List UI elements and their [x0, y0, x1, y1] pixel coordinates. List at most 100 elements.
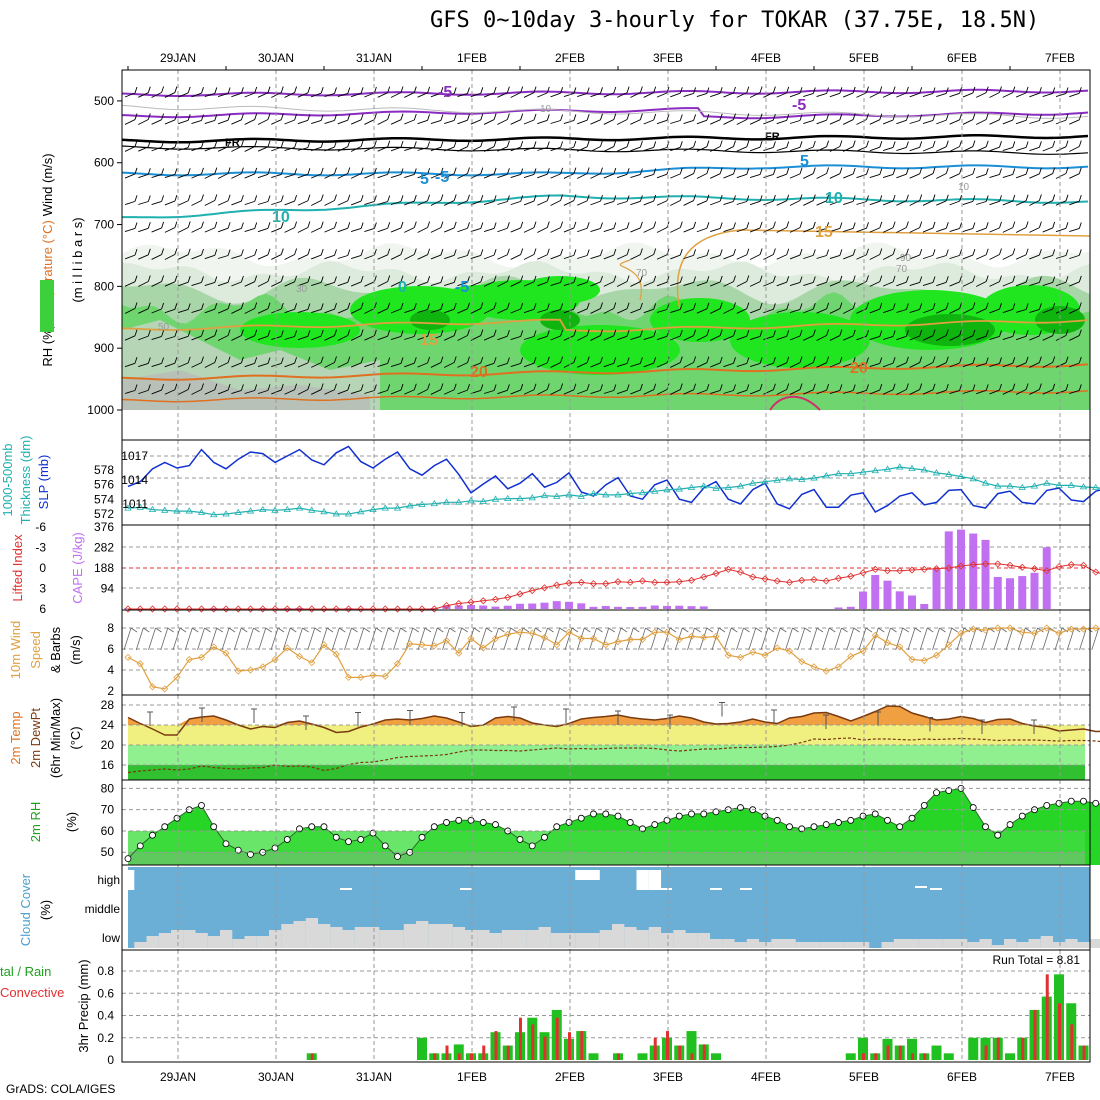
wind-barb-flag [174, 86, 178, 93]
wind-barb [616, 335, 628, 341]
wind-barb [138, 254, 149, 260]
upper-air-ylabel-part: Wind (m/s) [40, 153, 55, 216]
wind-barb [377, 227, 388, 233]
wind-barb-flag [719, 194, 723, 202]
wind-barb-flag [905, 221, 909, 228]
wind-barb-flag [733, 195, 736, 202]
wind-barb [763, 147, 774, 151]
wind-barb-flag [413, 113, 417, 121]
wind-barb-flag [839, 167, 843, 174]
date-label-top: 30JAN [258, 51, 294, 65]
wind-barb [563, 335, 575, 341]
wind-barb [204, 93, 215, 97]
wind-barb-flag [772, 383, 776, 390]
wind-barb-flag [506, 330, 510, 337]
wind-barb [297, 362, 309, 368]
wind10-barb [564, 627, 573, 651]
wind-barb-flag [945, 113, 949, 121]
wind-barb [364, 92, 375, 98]
wind-barb [204, 254, 215, 260]
wind-barb-flag [280, 140, 284, 148]
precip-convective-bar [531, 1024, 535, 1060]
wind-barb-flag [985, 330, 989, 337]
thickness-marker [994, 482, 1002, 489]
wind-barb-flag [1078, 249, 1082, 256]
wind-barb-flag [812, 140, 816, 148]
wind-barb-flag [852, 384, 856, 391]
wind-barb-flag [879, 221, 883, 229]
rh-blob-dark [1035, 306, 1085, 334]
cloud-low-segment [158, 933, 172, 948]
wind10-marker [957, 629, 965, 637]
wind-barb [231, 308, 242, 314]
wind-barb-flag [613, 222, 617, 229]
wind10-barb [932, 627, 940, 651]
wind-barb-flag [280, 330, 284, 337]
wind-barb-flag [746, 168, 750, 175]
thickness-marker [675, 485, 683, 492]
cloud-low-segment [1028, 939, 1041, 948]
wind-barb [443, 362, 455, 368]
wind-barb-flag [733, 248, 736, 256]
wind-barb-flag [746, 248, 750, 255]
cape-bar [883, 580, 892, 609]
wind-barb [803, 389, 814, 395]
wind-barb-flag [693, 383, 697, 390]
wind-barb [896, 309, 907, 313]
wind-barb-flag [932, 329, 936, 336]
wind10-marker [663, 628, 671, 636]
wind-barb-flag [347, 356, 351, 363]
wind-barb [244, 362, 255, 368]
wind-barb-flag [879, 113, 883, 120]
wind-barb [869, 389, 880, 395]
lifted-index-marker [173, 605, 181, 613]
wind10-frame [121, 609, 1091, 696]
wind10-barb [576, 627, 585, 651]
wind-barb-flag [294, 248, 298, 255]
lifted-index-marker [479, 597, 487, 605]
wind-barb-flag [201, 248, 204, 256]
wind-barb [922, 308, 934, 314]
thickness-marker [822, 472, 830, 479]
thickness-marker [736, 482, 745, 489]
wind10-marker [969, 625, 977, 633]
wind-barb [417, 119, 428, 125]
wind-barb [324, 227, 335, 233]
run-total-label: Run Total = 8.81 [992, 953, 1080, 967]
wind-barb [284, 200, 295, 206]
cape-ylabel: CAPE (J/kg) [70, 532, 85, 604]
wind-barb-flag [1038, 114, 1042, 121]
wind-barb-flag [1052, 167, 1056, 174]
wind-barb-flag [294, 357, 298, 364]
wind-barb [1002, 389, 1013, 395]
cloud-low-segment [1016, 942, 1029, 948]
cloud-low-segment [771, 939, 784, 948]
wind-barb [138, 389, 149, 395]
wind-barb-flag [972, 248, 976, 256]
lifted-index-marker [369, 605, 377, 613]
wind10-marker [687, 632, 696, 640]
thickness-marker [981, 479, 990, 486]
wind-barb-flag [413, 248, 417, 255]
wind-barb [1055, 93, 1067, 97]
wind-barb-flag [413, 330, 417, 337]
wind-barb [231, 254, 242, 260]
wind-barb [377, 335, 388, 341]
wind10-barb [246, 627, 254, 651]
wind-barb [523, 227, 535, 233]
wind-barb [550, 335, 561, 341]
temp-ylabel: (6hr Min/Max) [48, 698, 63, 778]
wind-barb [337, 255, 348, 259]
wind-barb [936, 227, 947, 233]
cloud-ylabel: Cloud Cover [18, 873, 33, 946]
wind10-barb [270, 627, 279, 651]
wind-barb-flag [839, 140, 843, 147]
wind-barb [550, 92, 561, 98]
wind-barb-flag [201, 221, 204, 228]
wind10-barb-flag [449, 627, 456, 633]
wind-barb [311, 309, 322, 313]
wind-barb [297, 92, 309, 98]
wind-barb [909, 282, 920, 286]
wind-barb [284, 146, 295, 152]
wind-barb [1055, 146, 1067, 152]
